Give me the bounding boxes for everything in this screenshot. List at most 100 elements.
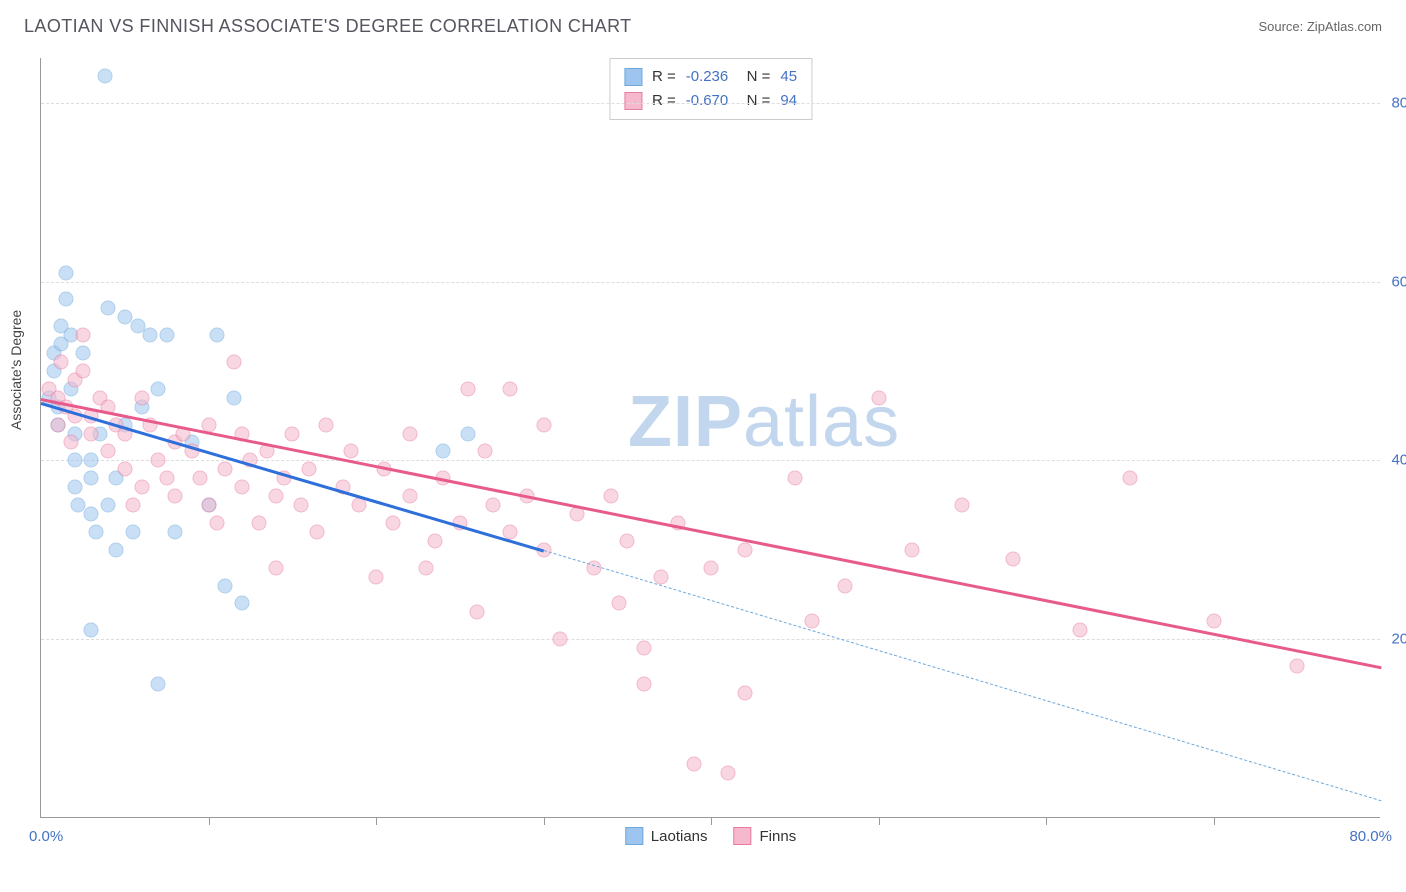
data-point (235, 480, 250, 495)
data-point (209, 515, 224, 530)
legend-swatch (734, 827, 752, 845)
data-point (64, 435, 79, 450)
data-point (436, 444, 451, 459)
data-point (704, 560, 719, 575)
n-value: 94 (780, 89, 797, 113)
x-tick (209, 817, 210, 825)
data-point (653, 569, 668, 584)
data-point (251, 515, 266, 530)
data-point (469, 605, 484, 620)
data-point (97, 68, 112, 83)
y-tick-label: 20.0% (1391, 631, 1406, 648)
data-point (168, 524, 183, 539)
data-point (226, 390, 241, 405)
data-point (218, 578, 233, 593)
legend-row: R = -0.670 N = 94 (624, 89, 797, 113)
series-legend: Laotians Finns (625, 827, 796, 845)
x-tick (544, 817, 545, 825)
data-point (89, 524, 104, 539)
data-point (620, 533, 635, 548)
data-point (955, 498, 970, 513)
y-tick-label: 40.0% (1391, 452, 1406, 469)
data-point (151, 676, 166, 691)
data-point (134, 390, 149, 405)
x-tick (1214, 817, 1215, 825)
data-point (168, 489, 183, 504)
data-point (871, 390, 886, 405)
data-point (477, 444, 492, 459)
data-point (285, 426, 300, 441)
data-point (419, 560, 434, 575)
data-point (50, 417, 65, 432)
y-axis-label: Associate's Degree (8, 310, 24, 430)
data-point (84, 453, 99, 468)
r-value: -0.236 (686, 65, 729, 89)
data-point (151, 453, 166, 468)
data-point (126, 498, 141, 513)
data-point (536, 417, 551, 432)
data-point (75, 346, 90, 361)
r-label: R = (652, 89, 676, 113)
data-point (461, 426, 476, 441)
data-point (84, 426, 99, 441)
legend-label: Finns (760, 828, 797, 845)
data-point (201, 498, 216, 513)
data-point (787, 471, 802, 486)
data-point (101, 444, 116, 459)
data-point (59, 265, 74, 280)
data-point (503, 381, 518, 396)
data-point (402, 489, 417, 504)
y-tick-label: 60.0% (1391, 273, 1406, 290)
gridline (41, 103, 1380, 104)
x-axis-min: 0.0% (29, 828, 63, 845)
chart-plot-area: ZIPatlas 0.0% 80.0% R = -0.236 N = 45R =… (40, 58, 1380, 818)
data-point (486, 498, 501, 513)
y-tick-label: 80.0% (1391, 94, 1406, 111)
data-point (1290, 659, 1305, 674)
data-point (70, 498, 85, 513)
data-point (268, 560, 283, 575)
x-axis-max: 80.0% (1349, 828, 1392, 845)
data-point (226, 355, 241, 370)
correlation-legend: R = -0.236 N = 45R = -0.670 N = 94 (609, 58, 812, 120)
legend-item: Laotians (625, 827, 708, 845)
data-point (268, 489, 283, 504)
data-point (720, 766, 735, 781)
x-tick (879, 817, 880, 825)
data-point (385, 515, 400, 530)
data-point (54, 355, 69, 370)
data-point (369, 569, 384, 584)
n-label: N = (738, 65, 770, 89)
watermark: ZIPatlas (628, 381, 900, 463)
data-point (84, 623, 99, 638)
data-point (1005, 551, 1020, 566)
data-point (209, 328, 224, 343)
data-point (117, 462, 132, 477)
legend-row: R = -0.236 N = 45 (624, 65, 797, 89)
chart-title: LAOTIAN VS FINNISH ASSOCIATE'S DEGREE CO… (24, 16, 632, 37)
data-point (687, 757, 702, 772)
data-point (553, 632, 568, 647)
data-point (402, 426, 417, 441)
x-tick (376, 817, 377, 825)
data-point (84, 471, 99, 486)
data-point (117, 310, 132, 325)
data-point (193, 471, 208, 486)
data-point (318, 417, 333, 432)
data-point (611, 596, 626, 611)
data-point (67, 480, 82, 495)
data-point (101, 301, 116, 316)
legend-label: Laotians (651, 828, 708, 845)
data-point (905, 542, 920, 557)
data-point (142, 328, 157, 343)
data-point (804, 614, 819, 629)
legend-swatch (624, 92, 642, 110)
data-point (59, 292, 74, 307)
data-point (343, 444, 358, 459)
data-point (1072, 623, 1087, 638)
gridline (41, 639, 1380, 640)
x-tick (1046, 817, 1047, 825)
data-point (427, 533, 442, 548)
data-point (84, 507, 99, 522)
data-point (159, 328, 174, 343)
